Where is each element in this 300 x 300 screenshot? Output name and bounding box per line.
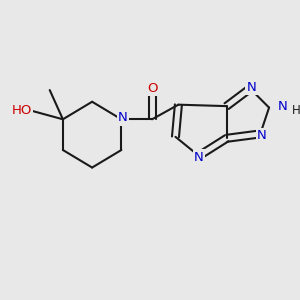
Text: O: O [147, 82, 157, 95]
Text: N: N [257, 129, 267, 142]
Text: N: N [278, 100, 288, 112]
Text: N: N [118, 111, 128, 124]
Text: HO: HO [12, 104, 32, 117]
Text: N: N [194, 151, 204, 164]
Text: N: N [247, 81, 256, 94]
Text: H: H [292, 104, 300, 117]
